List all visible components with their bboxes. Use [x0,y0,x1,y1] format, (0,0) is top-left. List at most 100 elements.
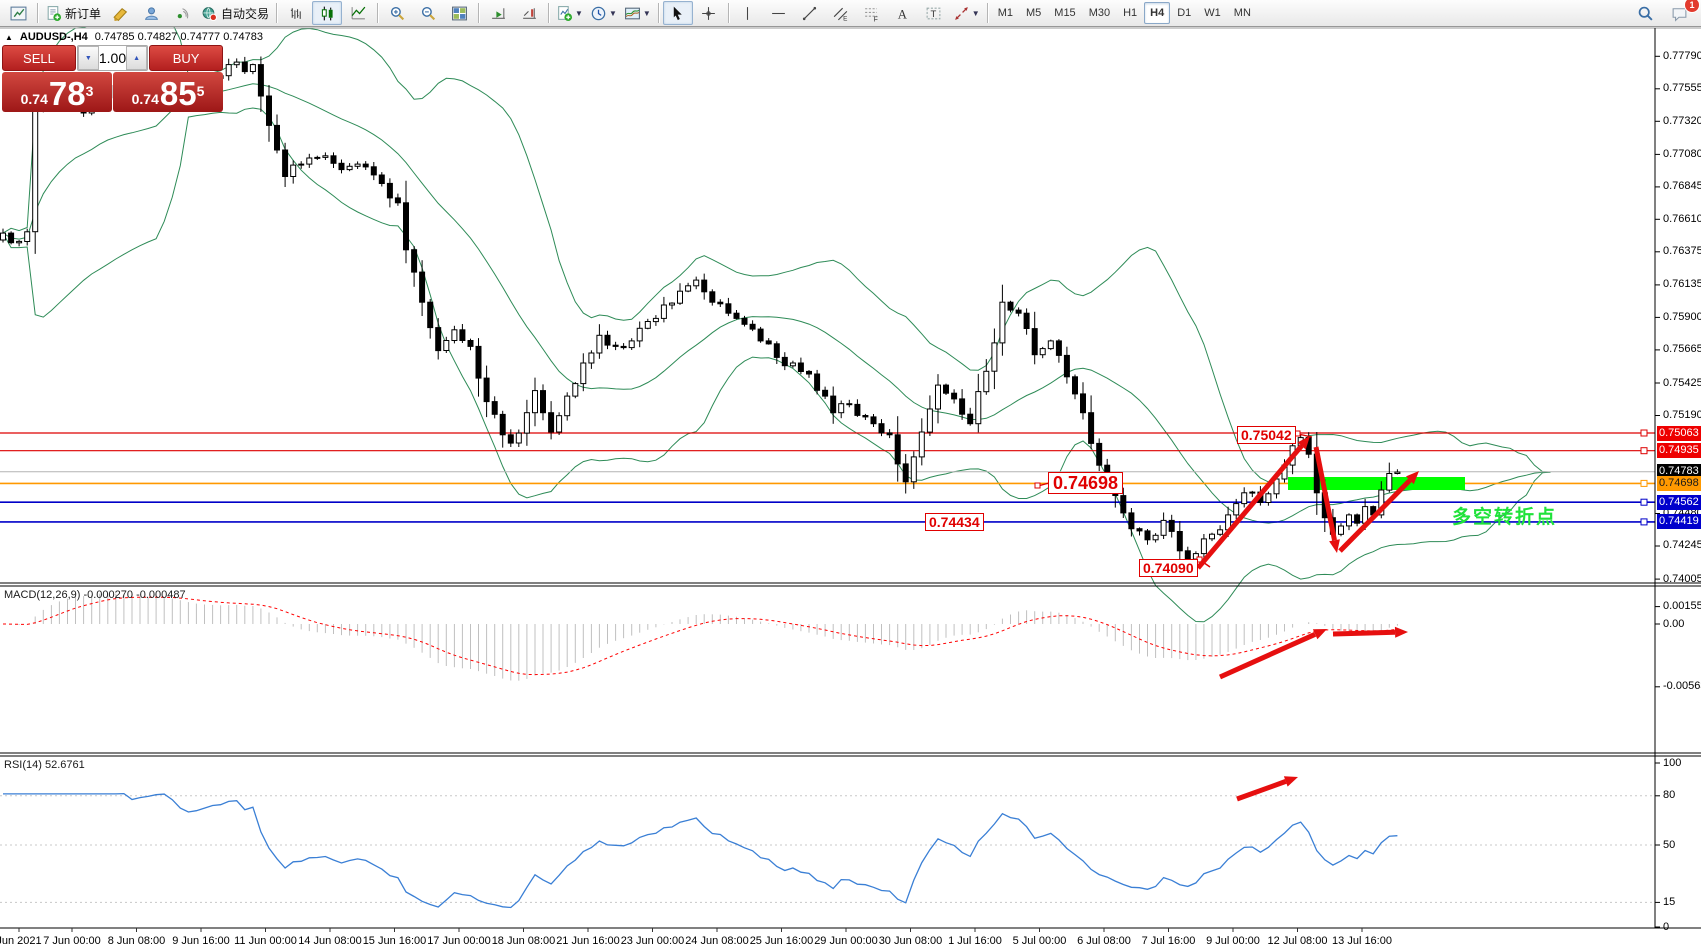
palette-icon [112,5,129,22]
timeframe-m5-button[interactable]: M5 [1026,7,1042,19]
channel-icon: E [832,5,849,22]
sell-button[interactable]: SELL [2,45,76,71]
symbol-info-bar: ▲ AUDUSD-,H4 0.74785 0.74827 0.74777 0.7… [5,31,263,43]
price-annotation[interactable]: 0.74090 [1139,559,1198,577]
time-axis-label: 9 Jul 00:00 [1206,935,1260,947]
toolbar-separator [377,3,379,23]
auto-trading-label: 自动交易 [221,6,270,21]
candle-chart-button[interactable] [312,1,343,25]
timeframe-h4-button[interactable]: H4 [1144,2,1171,24]
label-icon: T [925,5,942,22]
buy-price-display[interactable]: 0.74 85 5 [113,72,223,112]
signals-button[interactable] [167,1,197,25]
indicators-button[interactable]: ▼ [553,1,586,25]
periods-button[interactable]: ▼ [587,1,620,25]
tile-icon [451,5,468,22]
time-axis-label: 21 Jun 16:00 [556,935,620,947]
line-icon [350,5,367,22]
time-axis-label: 11 Jun 00:00 [234,935,297,947]
collapse-panel-icon[interactable]: ▲ [5,32,13,42]
chevron-down-icon[interactable]: ▼ [971,8,980,18]
buy-price-pip: 5 [196,83,205,99]
bar-chart-button[interactable] [281,1,311,25]
time-axis-label: 15 Jun 16:00 [362,935,427,947]
line-chart-button[interactable] [343,1,373,25]
rsi-axis-label: 15 [1663,896,1676,908]
time-axis-label: 6 Jul 08:00 [1077,935,1131,947]
crosshair-button[interactable] [694,1,724,25]
time-axis-label: 1 Jul 16:00 [948,935,1002,947]
triangle-up-icon: ▲ [133,54,141,62]
zoom-in-button[interactable] [382,1,412,25]
market-watch-button[interactable] [3,1,33,25]
toolbar-separator [727,3,729,23]
styler-button[interactable] [105,1,135,25]
timeframe-m30-button[interactable]: M30 [1088,7,1111,19]
indicators-icon [556,5,573,22]
new-order-icon [45,5,62,22]
text-button[interactable]: A [888,1,918,25]
price-axis-label: 0.77790 [1663,50,1701,62]
arrows-icon [953,5,970,22]
auto-trading-button[interactable]: 自动交易 [198,1,272,25]
price-tag: 0.74419 [1657,514,1701,529]
autotrade-icon [201,5,218,22]
notifications-button[interactable]: 1 [1664,0,1700,25]
zoom-out-button[interactable] [413,1,443,25]
buy-price-base: 0.74 [131,91,159,107]
new-order-label: 新订单 [65,6,102,21]
price-axis-label: 0.76610 [1663,213,1701,225]
timeframe-m15-button[interactable]: M15 [1054,7,1076,19]
equidistant-channel-button[interactable]: E [826,1,856,25]
new-order-button[interactable]: 新订单 [42,1,104,25]
chart-note-text[interactable]: 多空转折点 [1452,507,1558,528]
chart-shift-button[interactable] [514,1,544,25]
trendline-button[interactable] [795,1,825,25]
volume-increase-button[interactable]: ▲ [126,46,148,70]
time-axis-label: 12 Jul 08:00 [1267,935,1328,947]
sell-price-big: 78 [48,75,86,112]
main-toolbar: 新订单 自动交易 ▼ ▼ ▼ E F A T ▼ M1 M5 M15 M30 H1 H4 D1 W1 MN 1 [0,0,1701,27]
price-annotation[interactable]: 0.74434 [925,513,984,531]
macd-axis-label: -0.005634 [1663,680,1701,692]
sell-price-display[interactable]: 0.74 78 3 [2,72,112,112]
timeframe-mn-button[interactable]: MN [1233,7,1251,19]
time-axis-label: 17 Jun 00:00 [427,935,491,947]
volume-value[interactable]: 1.00 [98,46,127,70]
horizontal-line-button[interactable] [764,1,794,25]
auto-scroll-button[interactable] [483,1,513,25]
tile-windows-button[interactable] [444,1,474,25]
timeframe-d1-button[interactable]: D1 [1177,7,1192,19]
timeframe-h1-button[interactable]: H1 [1123,7,1138,19]
rsi-axis-label: 0 [1663,921,1670,933]
rsi-label: RSI(14) 52.6761 [4,759,85,771]
profiles-button[interactable] [136,1,166,25]
sell-price-pip: 3 [85,83,94,99]
time-axis-label: 7 Jun 00:00 [43,935,101,947]
timeframe-w1-button[interactable]: W1 [1204,7,1221,19]
search-button[interactable] [1630,1,1660,25]
vertical-line-button[interactable] [733,1,763,25]
fibonacci-button[interactable]: F [857,1,887,25]
volume-decrease-button[interactable]: ▼ [77,46,99,70]
time-axis-label: 8 Jun 08:00 [107,935,166,947]
templates-button[interactable]: ▼ [621,1,654,25]
symbol-title: AUDUSD-,H4 [19,31,88,43]
arrows-objects-button[interactable]: ▼ [950,1,983,25]
cursor-button[interactable] [662,1,693,25]
volume-spinner: ▼ 1.00 ▲ [76,45,149,71]
svg-text:E: E [843,15,847,22]
chevron-down-icon[interactable]: ▼ [575,8,583,18]
time-axis-label: 13 Jul 16:00 [1332,935,1392,947]
price-annotation[interactable]: 0.74698 [1048,472,1124,494]
buy-button[interactable]: BUY [149,45,223,71]
price-tag: 0.74562 [1657,495,1701,510]
timeframe-m1-button[interactable]: M1 [997,7,1013,19]
text-label-button[interactable]: T [919,1,949,25]
price-axis-label: 0.74005 [1663,573,1701,585]
rsi-axis-label: 80 [1663,789,1676,801]
price-annotation[interactable]: 0.75042 [1237,426,1296,444]
chevron-down-icon[interactable]: ▼ [642,8,651,18]
autoscroll-icon [490,5,507,22]
chevron-down-icon[interactable]: ▼ [608,8,617,18]
